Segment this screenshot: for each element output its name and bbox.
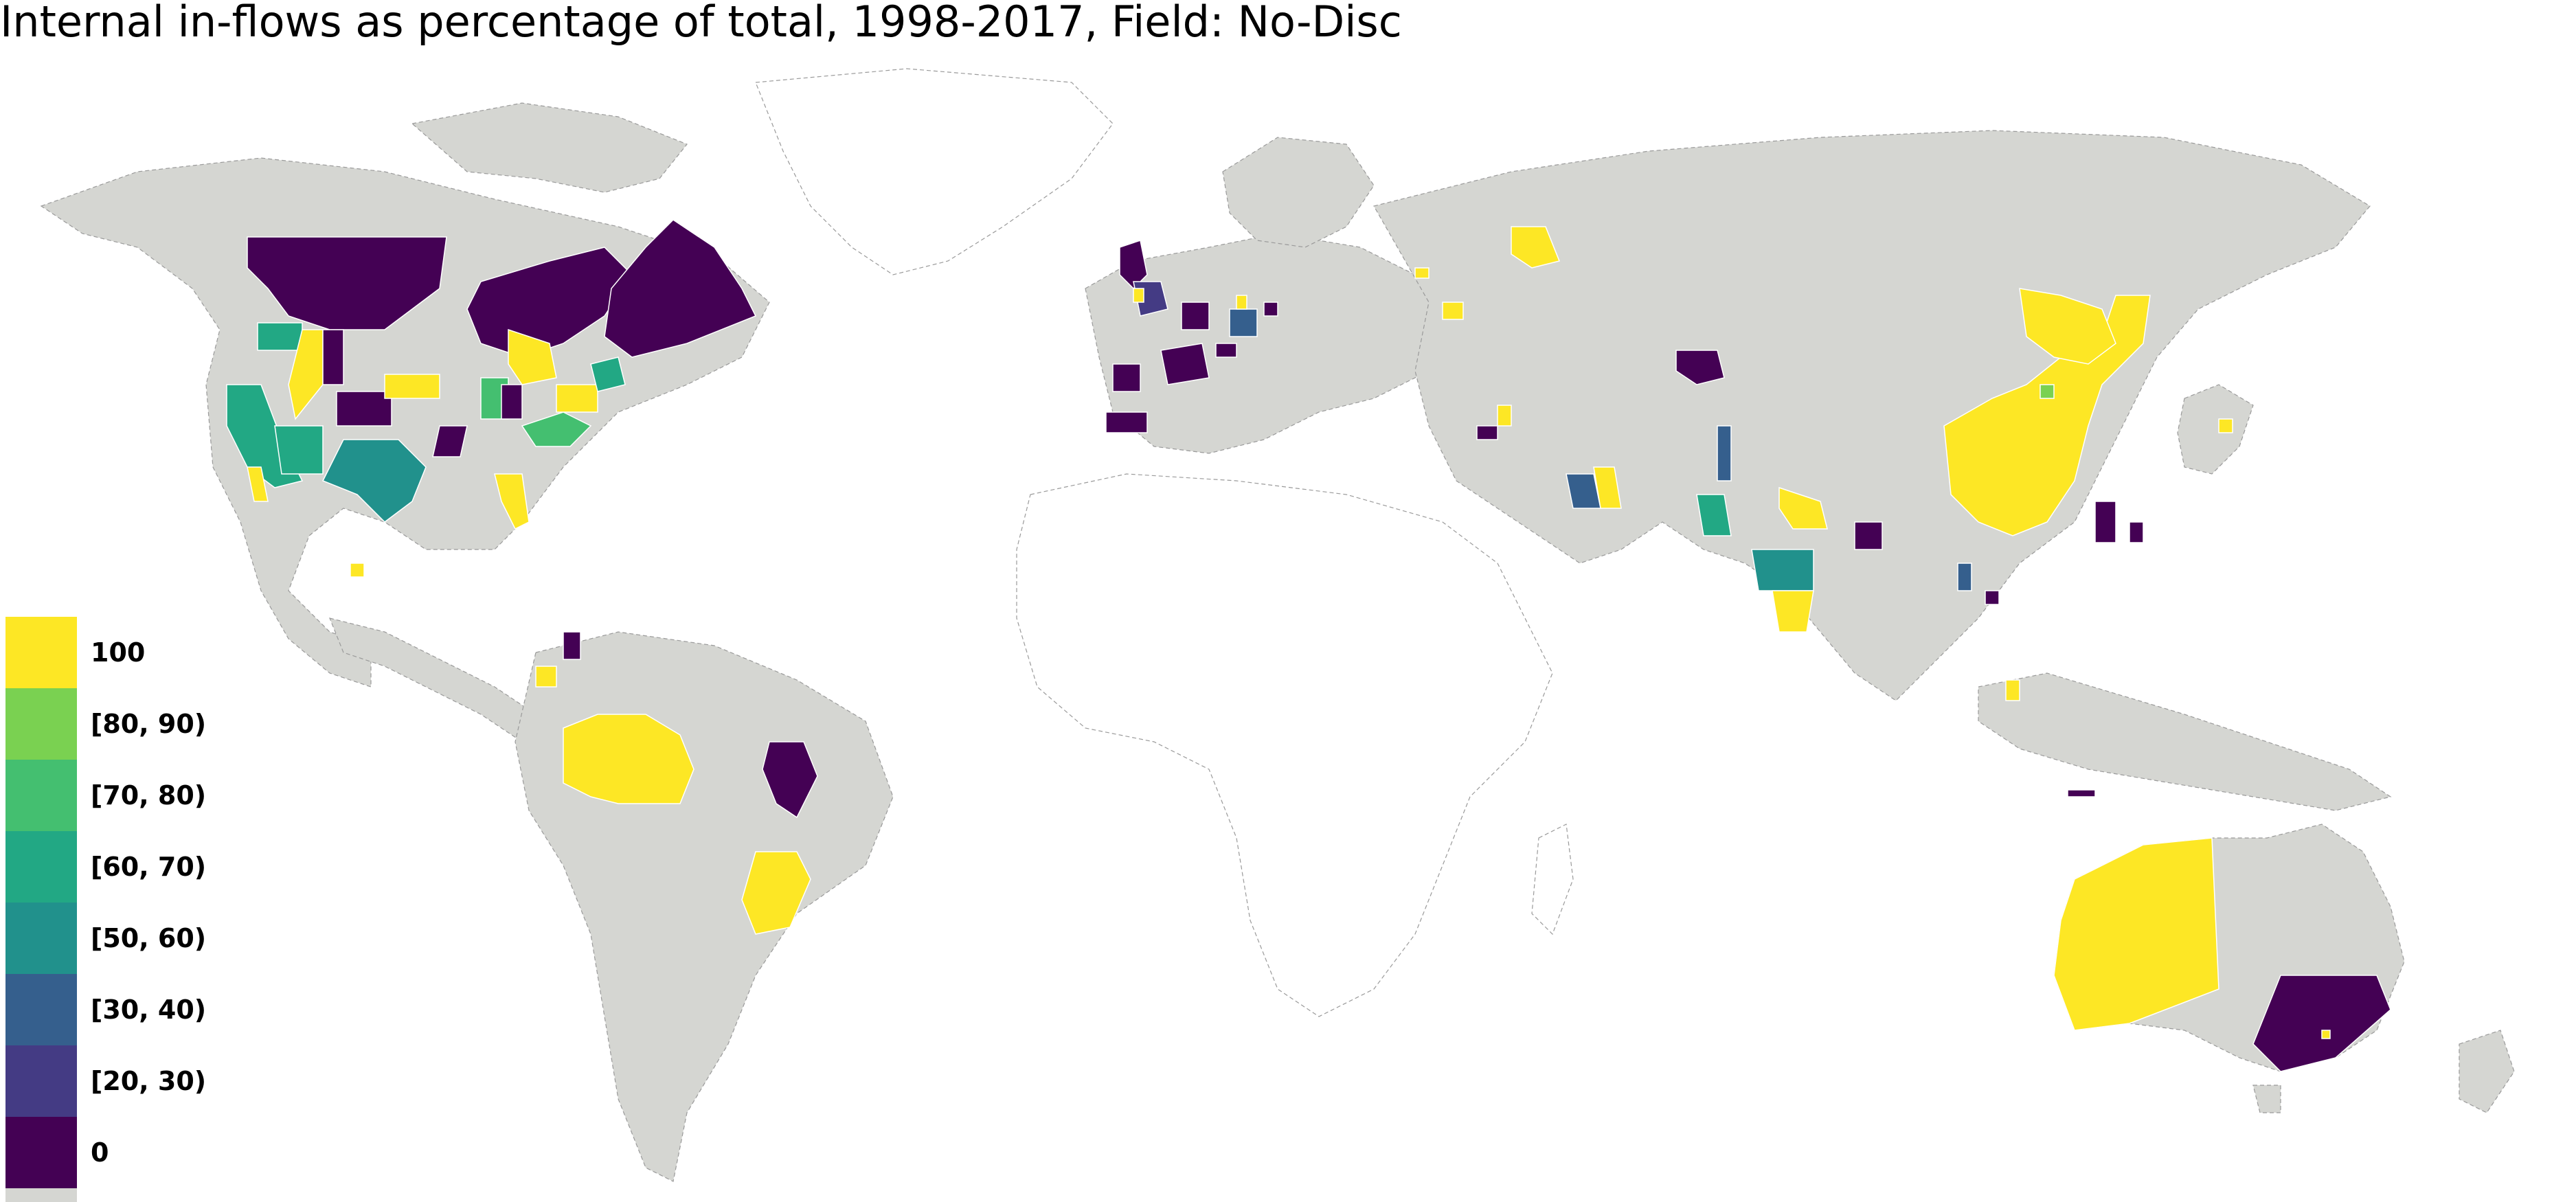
land-africa — [1016, 473, 1553, 1017]
region-baja — [247, 466, 269, 502]
legend-item: [20, 30) — [5, 1045, 280, 1117]
region-england-london — [1133, 288, 1144, 303]
region-oregon — [322, 329, 344, 385]
land-greenland — [755, 68, 1114, 275]
region-switzerland — [1215, 343, 1237, 358]
land-south-america — [515, 631, 894, 1182]
region-quebec — [604, 219, 757, 358]
region-kazakhstan — [1675, 350, 1725, 385]
legend-label: [70, 80) — [91, 780, 207, 810]
region-taiwan — [2094, 501, 2116, 543]
region-pennsylvania — [556, 384, 598, 413]
region-illinois — [501, 384, 523, 420]
region-benelux — [1181, 302, 1210, 330]
legend: 100 [80, 90) [70, 80) [60, 70) [50, 60) [30, … — [5, 617, 280, 1188]
land-asia — [1373, 130, 2371, 701]
region-ukraine — [1442, 302, 1464, 320]
region-turkey — [1497, 405, 1512, 427]
legend-label: 100 — [91, 637, 146, 668]
region-pakistan — [1717, 425, 1732, 481]
region-thailand — [1985, 590, 2000, 605]
land-central-america — [329, 617, 550, 742]
region-iberia-north — [1112, 363, 1141, 392]
region-fujian — [2129, 521, 2144, 543]
legend-label: [80, 90) — [91, 709, 207, 739]
region-victoria-nsw — [2252, 975, 2391, 1072]
legend-swatch — [5, 974, 77, 1045]
region-japan-tokyo — [2218, 418, 2233, 433]
legend-no-data-swatch — [5, 1188, 77, 1202]
colored-regions — [226, 219, 2391, 1072]
legend-item: [80, 90) — [5, 688, 280, 760]
region-germany — [1229, 308, 1258, 337]
legend-swatch — [5, 831, 77, 903]
region-washington — [257, 322, 303, 351]
region-texas — [321, 439, 427, 523]
land-arctic-islands — [411, 102, 688, 193]
legend-swatch — [5, 617, 77, 688]
region-oklahoma — [432, 425, 468, 457]
land-new-zealand — [2459, 1030, 2515, 1113]
land-indonesia — [1978, 672, 2392, 811]
region-north-carolina — [521, 411, 592, 447]
legend-item: [70, 80) — [5, 760, 280, 831]
region-israel — [1476, 425, 1498, 440]
base-landmasses — [40, 68, 2515, 1182]
land-tasmania — [2252, 1085, 2281, 1113]
region-china-northeast — [2019, 288, 2116, 365]
legend-item: [50, 60) — [5, 903, 280, 974]
region-beijing — [2040, 384, 2055, 399]
region-western-australia — [2053, 837, 2219, 1031]
legend-item: 0 — [5, 1117, 280, 1188]
legend-swatch — [5, 903, 77, 974]
region-malaysia — [2005, 679, 2020, 701]
region-india-east — [1854, 521, 1883, 550]
region-michigan — [508, 328, 557, 385]
legend-swatch — [5, 688, 77, 760]
region-alaska — [247, 236, 447, 330]
region-france — [1160, 343, 1210, 385]
region-mexico-city — [350, 563, 365, 578]
legend-label: [50, 60) — [91, 923, 207, 953]
region-brazil-minas — [741, 851, 811, 935]
region-canberra — [2321, 1030, 2331, 1039]
legend-swatch — [5, 1117, 77, 1188]
region-czech — [1263, 302, 1278, 317]
land-madagascar — [1531, 824, 1574, 935]
legend-item: [60, 70) — [5, 831, 280, 903]
region-india-north — [1778, 486, 1828, 530]
region-india-west — [1751, 549, 1814, 591]
region-idaho — [288, 329, 324, 420]
region-new-york — [590, 356, 626, 392]
region-brazil-maranhao — [762, 741, 818, 819]
region-colombia-north — [563, 631, 581, 660]
legend-item: [30, 40) — [5, 974, 280, 1045]
region-indonesia-java — [2067, 789, 2096, 797]
region-myanmar — [1957, 563, 1972, 591]
legend-item: 100 — [5, 617, 280, 688]
legend-swatch — [5, 760, 77, 831]
region-india-karnataka — [1772, 590, 1814, 633]
region-florida — [494, 473, 530, 530]
legend-label: [20, 30) — [91, 1066, 207, 1096]
region-moscow — [1414, 267, 1430, 279]
land-japan — [2177, 384, 2254, 475]
map-title: Internal in-flows as percentage of total… — [0, 0, 1402, 47]
region-spain — [1105, 411, 1148, 433]
region-india-gujarat — [1696, 494, 1732, 536]
legend-swatch — [5, 1045, 77, 1117]
legend-label: [30, 40) — [91, 995, 207, 1025]
region-iran — [1566, 473, 1601, 509]
region-arizona — [274, 425, 324, 475]
region-nebraska — [384, 374, 440, 399]
land-scandinavia — [1222, 137, 1375, 248]
region-russia-ural — [1511, 226, 1561, 269]
region-colorado — [336, 391, 392, 427]
region-brazil-amazonas — [563, 714, 694, 804]
region-colombia — [535, 666, 557, 688]
region-italy — [1236, 295, 1247, 310]
legend-label: [60, 70) — [91, 852, 207, 882]
legend-label: 0 — [91, 1137, 109, 1168]
